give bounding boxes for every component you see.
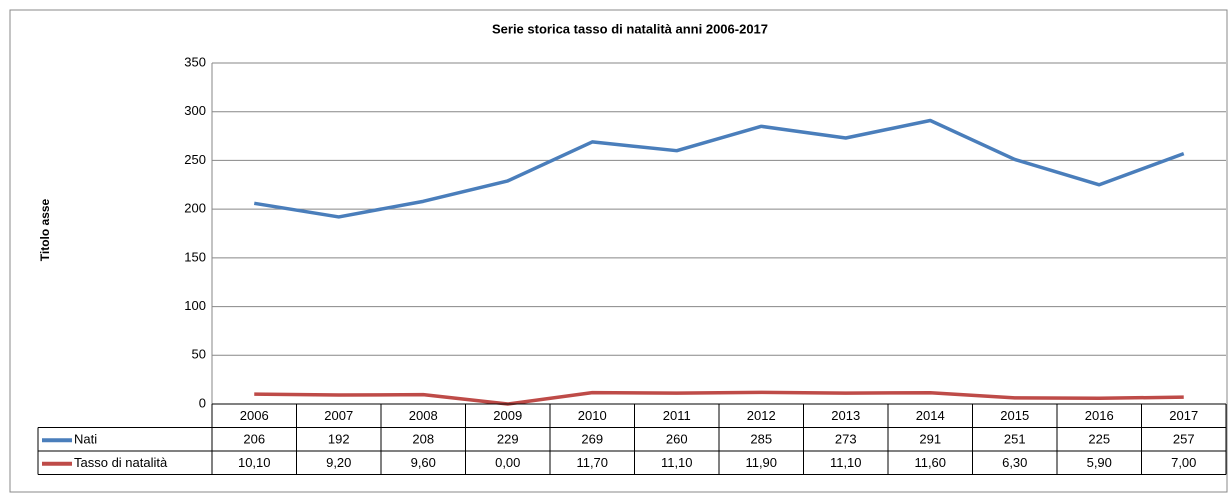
table-value: 11,90 (745, 455, 777, 470)
table-value: 291 (919, 432, 941, 447)
x-tick-label: 2012 (747, 408, 776, 423)
y-tick-label: 0 (199, 395, 206, 410)
x-tick-label: 2013 (831, 408, 860, 423)
table-value: 229 (497, 432, 519, 447)
table-value: 11,60 (914, 455, 946, 470)
table-value: 6,30 (1002, 455, 1027, 470)
table-value: 5,90 (1087, 455, 1112, 470)
series-line (253, 118, 1185, 219)
table-value: 251 (1004, 432, 1026, 447)
table-value: 208 (412, 432, 434, 447)
x-tick-label: 2017 (1169, 408, 1198, 423)
table-value: 269 (581, 432, 603, 447)
table-value: 11,10 (830, 455, 862, 470)
table-value: 10,10 (238, 455, 271, 470)
x-tick-label: 2016 (1085, 408, 1114, 423)
y-tick-label: 300 (184, 103, 206, 118)
y-tick-label: 150 (184, 249, 206, 264)
table-value: 225 (1088, 432, 1110, 447)
y-tick-label: 100 (184, 298, 206, 313)
y-axis-title: Titolo asse (38, 198, 52, 261)
x-tick-label: 2015 (1000, 408, 1029, 423)
x-tick-label: 2010 (578, 408, 607, 423)
legend-label: Tasso di natalità (74, 455, 168, 470)
table-value: 7,00 (1171, 455, 1196, 470)
chart-frame (9, 9, 1228, 493)
table-value: 285 (750, 432, 772, 447)
table-value: 273 (835, 432, 857, 447)
chart-title: Serie storica tasso di natalità anni 200… (492, 21, 768, 36)
table-value: 11,70 (576, 455, 608, 470)
y-tick-label: 250 (184, 152, 206, 167)
table-value: 206 (243, 432, 265, 447)
x-tick-label: 2009 (493, 408, 522, 423)
legend-label: Nati (74, 432, 97, 447)
table-value: 9,20 (326, 455, 351, 470)
series-line (254, 390, 1184, 406)
x-tick-label: 2007 (324, 408, 353, 423)
table-value: 257 (1173, 432, 1195, 447)
x-tick-label: 2008 (409, 408, 438, 423)
table-value: 260 (666, 432, 688, 447)
x-tick-label: 2006 (240, 408, 269, 423)
y-tick-label: 50 (192, 347, 206, 362)
x-tick-label: 2011 (663, 408, 691, 423)
table-value: 192 (328, 432, 350, 447)
table-value: 9,60 (411, 455, 436, 470)
y-tick-label: 200 (184, 201, 206, 216)
table-value: 11,10 (661, 455, 693, 470)
table-value: 0,00 (495, 455, 520, 470)
x-tick-label: 2014 (916, 408, 945, 423)
y-tick-label: 350 (184, 54, 206, 69)
